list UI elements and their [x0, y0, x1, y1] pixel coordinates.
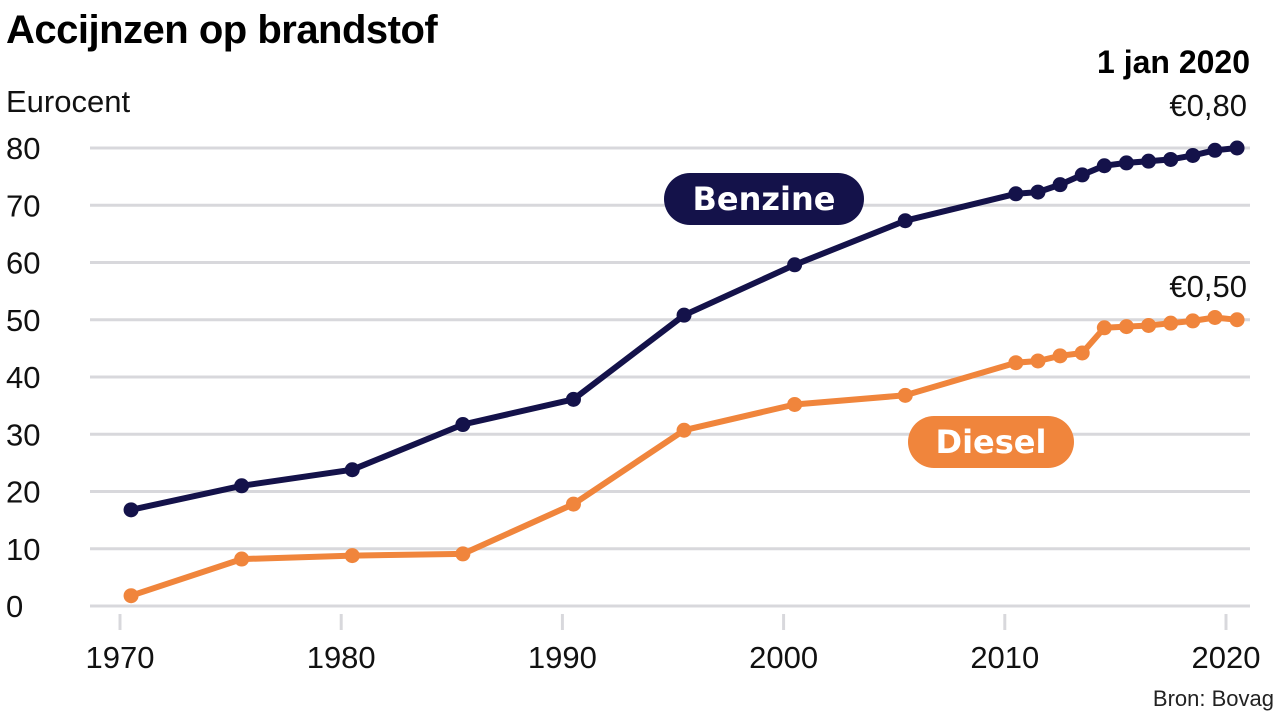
benzine-point: [123, 502, 139, 518]
benzine-point: [344, 462, 360, 478]
benzine-point: [787, 257, 803, 273]
diesel-label-pill: [908, 416, 1074, 468]
y-tick-label: 50: [6, 303, 40, 338]
diesel-end-value: €0,50: [1169, 269, 1247, 304]
diesel-point: [676, 422, 692, 438]
benzine-point: [676, 307, 692, 323]
benzine-point: [897, 213, 913, 229]
y-tick-label: 30: [6, 417, 40, 452]
y-axis-unit-label: Eurocent: [6, 84, 131, 119]
diesel-series-label: Diesel: [908, 416, 1074, 468]
diesel-point: [897, 387, 913, 403]
benzine-point: [1185, 147, 1201, 163]
diesel-point: [1229, 312, 1245, 328]
benzine-label-text: Benzine: [693, 180, 836, 218]
diesel-point: [1030, 353, 1046, 369]
diesel-point: [1096, 320, 1112, 336]
y-tick-label: 20: [6, 475, 40, 510]
diesel-point: [123, 588, 139, 604]
benzine-point: [1096, 158, 1112, 174]
benzine-point: [455, 417, 471, 433]
diesel-point: [455, 546, 471, 562]
y-tick-label: 0: [6, 589, 23, 624]
diesel-point: [344, 548, 360, 564]
gridlines: [90, 146, 1250, 608]
benzine-point: [1052, 177, 1068, 193]
diesel-point: [1074, 345, 1090, 361]
x-tick-label: 2000: [749, 640, 818, 675]
diesel-point: [1052, 348, 1068, 364]
x-tick-label: 1970: [86, 640, 155, 675]
x-tick-label: 2020: [1192, 640, 1261, 675]
benzine-point: [1207, 142, 1223, 158]
diesel-label-text: Diesel: [936, 423, 1047, 461]
diesel-point: [1163, 315, 1179, 331]
diesel-point: [565, 496, 581, 512]
benzine-point: [1163, 151, 1179, 167]
x-tick-label: 1990: [528, 640, 597, 675]
diesel-line: [128, 314, 1241, 599]
y-tick-label: 70: [6, 188, 40, 223]
source-note: Bron: Bovag: [1152, 686, 1274, 711]
benzine-point: [1141, 153, 1157, 169]
diesel-point: [787, 396, 803, 412]
benzine-point: [565, 391, 581, 407]
y-axis-ticks: 0 10 20 30 40 50 60 70 80: [6, 131, 40, 624]
diesel-point: [1141, 317, 1157, 333]
diesel-point: [1185, 313, 1201, 329]
benzine-point: [1008, 186, 1024, 202]
x-tick-label: 2010: [970, 640, 1039, 675]
x-axis-ticks: 1970 1980 1990 2000 2010 2020: [86, 614, 1261, 675]
benzine-point: [1118, 155, 1134, 171]
benzine-end-value: €0,80: [1169, 88, 1247, 123]
diesel-point: [1118, 319, 1134, 335]
benzine-point: [1074, 167, 1090, 183]
y-tick-label: 80: [6, 131, 40, 166]
chart-title: Accijnzen op brandstof: [6, 8, 438, 52]
benzine-point: [1229, 140, 1245, 156]
y-tick-label: 10: [6, 532, 40, 567]
y-tick-label: 60: [6, 246, 40, 281]
benzine-point: [1030, 184, 1046, 200]
date-annotation: 1 jan 2020: [1097, 44, 1250, 80]
diesel-point: [1207, 309, 1223, 325]
diesel-point: [1008, 355, 1024, 371]
y-tick-label: 40: [6, 360, 40, 395]
benzine-point: [234, 478, 250, 494]
benzine-series-label: Benzine: [664, 173, 864, 225]
series-lines: [123, 140, 1245, 604]
benzine-label-pill: [664, 173, 864, 225]
series-labels: €0,80 €0,50 Benzine Diesel: [664, 88, 1247, 468]
x-tick-label: 1980: [307, 640, 376, 675]
diesel-point: [234, 551, 250, 567]
